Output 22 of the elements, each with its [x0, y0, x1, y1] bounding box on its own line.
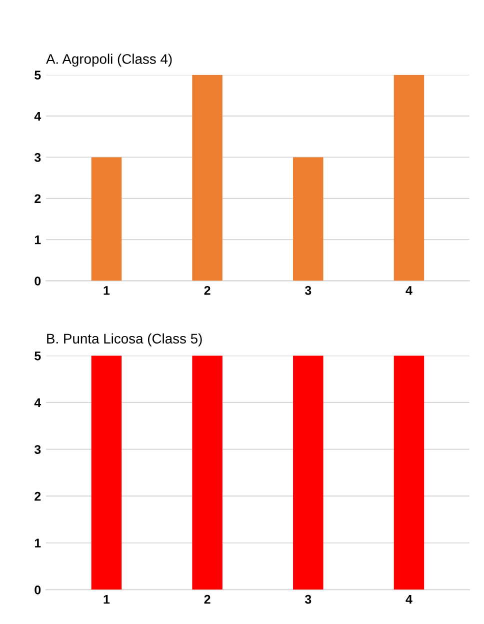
x-tick-label: 1 — [104, 286, 110, 295]
y-tick-label: 5 — [34, 352, 41, 360]
x-tick-label: 3 — [304, 286, 312, 295]
y-tick-label: 4 — [34, 398, 42, 408]
y-tick-label: 0 — [34, 585, 41, 594]
x-tick-label: 1 — [104, 595, 110, 604]
y-tick-label: 2 — [34, 492, 41, 501]
y-tick-label: 3 — [34, 445, 41, 454]
x-tick-label: 4 — [406, 595, 412, 604]
chart-title: A. Agropoli (Class 4) — [46, 54, 172, 67]
y-tick-label: 1 — [34, 538, 41, 548]
y-tick-label: 3 — [34, 153, 41, 162]
x-tick-label: 2 — [204, 594, 210, 604]
y-tick-label: 2 — [34, 194, 41, 203]
y-tick-label: 1 — [34, 236, 41, 244]
y-tick-label: 5 — [34, 70, 41, 80]
chart-title: B. Punta Licosa (Class 5) — [47, 333, 202, 346]
x-tick-label: 2 — [204, 286, 210, 295]
y-tick-label: 4 — [34, 112, 42, 121]
x-tick-label: 4 — [406, 286, 412, 295]
y-tick-label: 0 — [34, 276, 41, 286]
x-tick-label: 3 — [304, 594, 312, 604]
